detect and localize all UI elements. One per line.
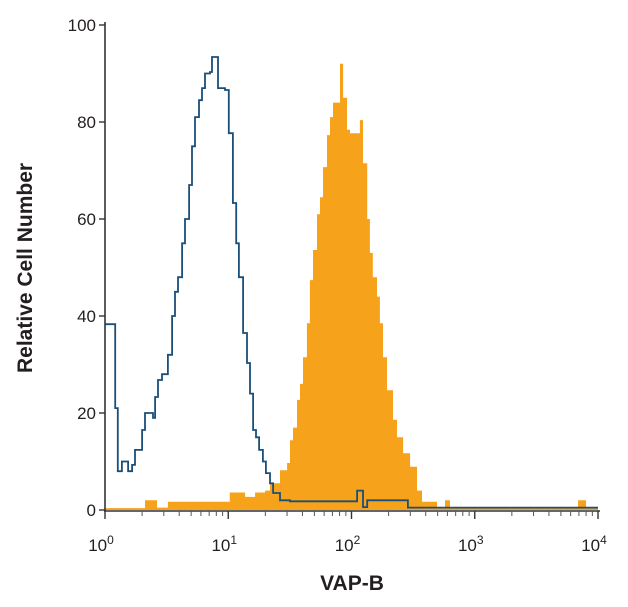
- y-tick-label: 100: [68, 16, 96, 35]
- x-tick-label: 102: [335, 533, 361, 555]
- x-ticks: 100 101 102 103 104: [88, 511, 607, 555]
- x-tick-label: 103: [458, 533, 484, 555]
- isotype-control-histogram: [105, 56, 598, 509]
- y-tick-label: 80: [77, 113, 96, 132]
- y-tick-label: 0: [87, 501, 96, 520]
- x-tick-label: 101: [211, 533, 237, 555]
- series-layer: [105, 56, 598, 511]
- y-tick-label: 60: [77, 210, 96, 229]
- x-axis-label: VAP-B: [320, 572, 384, 595]
- x-tick-label: 104: [581, 533, 607, 555]
- y-axis-label: Relative Cell Number: [14, 163, 37, 373]
- y-ticks: 0 20 40 60 80 100: [68, 16, 105, 520]
- x-tick-label: 100: [88, 533, 114, 555]
- y-tick-label: 40: [77, 307, 96, 326]
- y-tick-label: 20: [77, 404, 96, 423]
- sample-histogram: [105, 63, 598, 511]
